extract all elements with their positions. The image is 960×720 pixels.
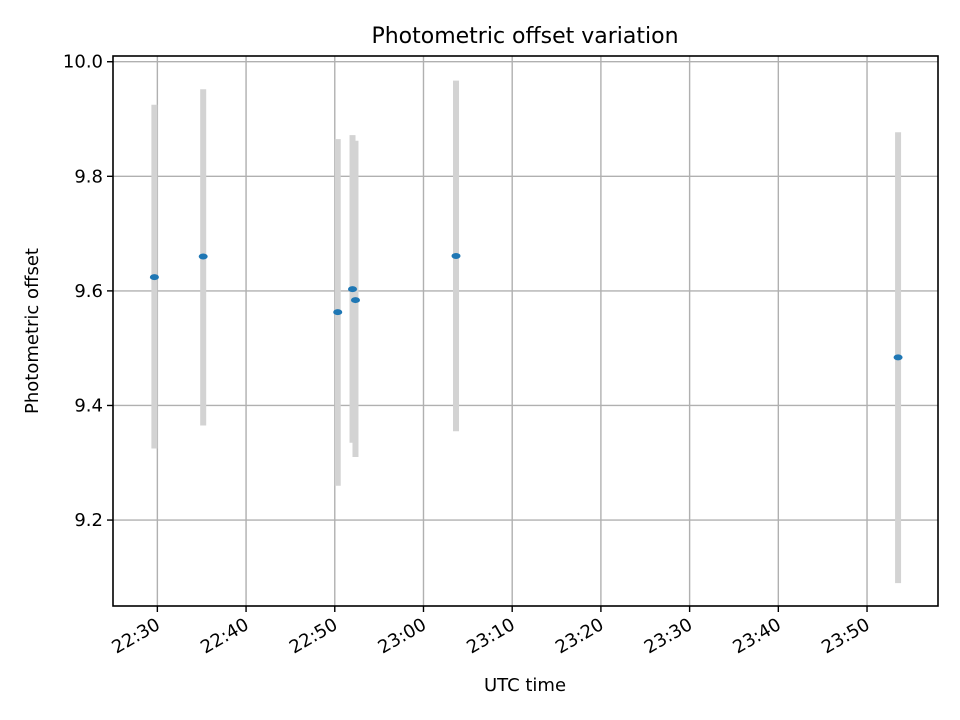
x-tick-label: 23:00 [375, 614, 430, 658]
y-tick-label: 9.4 [74, 395, 103, 416]
data-point [149, 274, 159, 281]
y-axis-label: Photometric offset [22, 248, 43, 414]
y-tick-label: 10.0 [63, 52, 103, 73]
x-tick-label: 22:30 [108, 614, 163, 658]
error-bars [151, 80, 902, 584]
data-point [333, 309, 343, 316]
y-axis-ticks: 9.2 9.4 9.6 9.8 10.0 [63, 52, 113, 531]
chart-title: Photometric offset variation [371, 24, 678, 49]
x-tick-label: 23:10 [463, 614, 518, 658]
x-tick-label: 23:30 [641, 614, 696, 658]
y-tick-label: 9.6 [74, 281, 103, 302]
x-tick-label: 23:50 [818, 614, 873, 658]
data-point [451, 252, 461, 259]
plot-frame [112, 55, 939, 607]
data-point [893, 354, 903, 361]
data-point [198, 253, 208, 260]
x-axis-ticks: 22:30 22:40 22:50 23:00 23:10 23:20 23:30 23:40… [108, 606, 874, 658]
x-tick-label: 23:40 [729, 614, 784, 658]
y-tick-label: 9.8 [74, 166, 103, 187]
grid-lines [113, 56, 938, 606]
data-point [350, 297, 360, 304]
x-tick-label: 23:20 [552, 614, 607, 658]
x-tick-label: 22:40 [197, 614, 252, 658]
data-point [348, 286, 358, 293]
x-axis-label: UTC time [484, 675, 566, 696]
data-points [149, 252, 903, 361]
x-tick-label: 22:50 [286, 614, 341, 658]
y-tick-label: 9.2 [74, 510, 103, 531]
